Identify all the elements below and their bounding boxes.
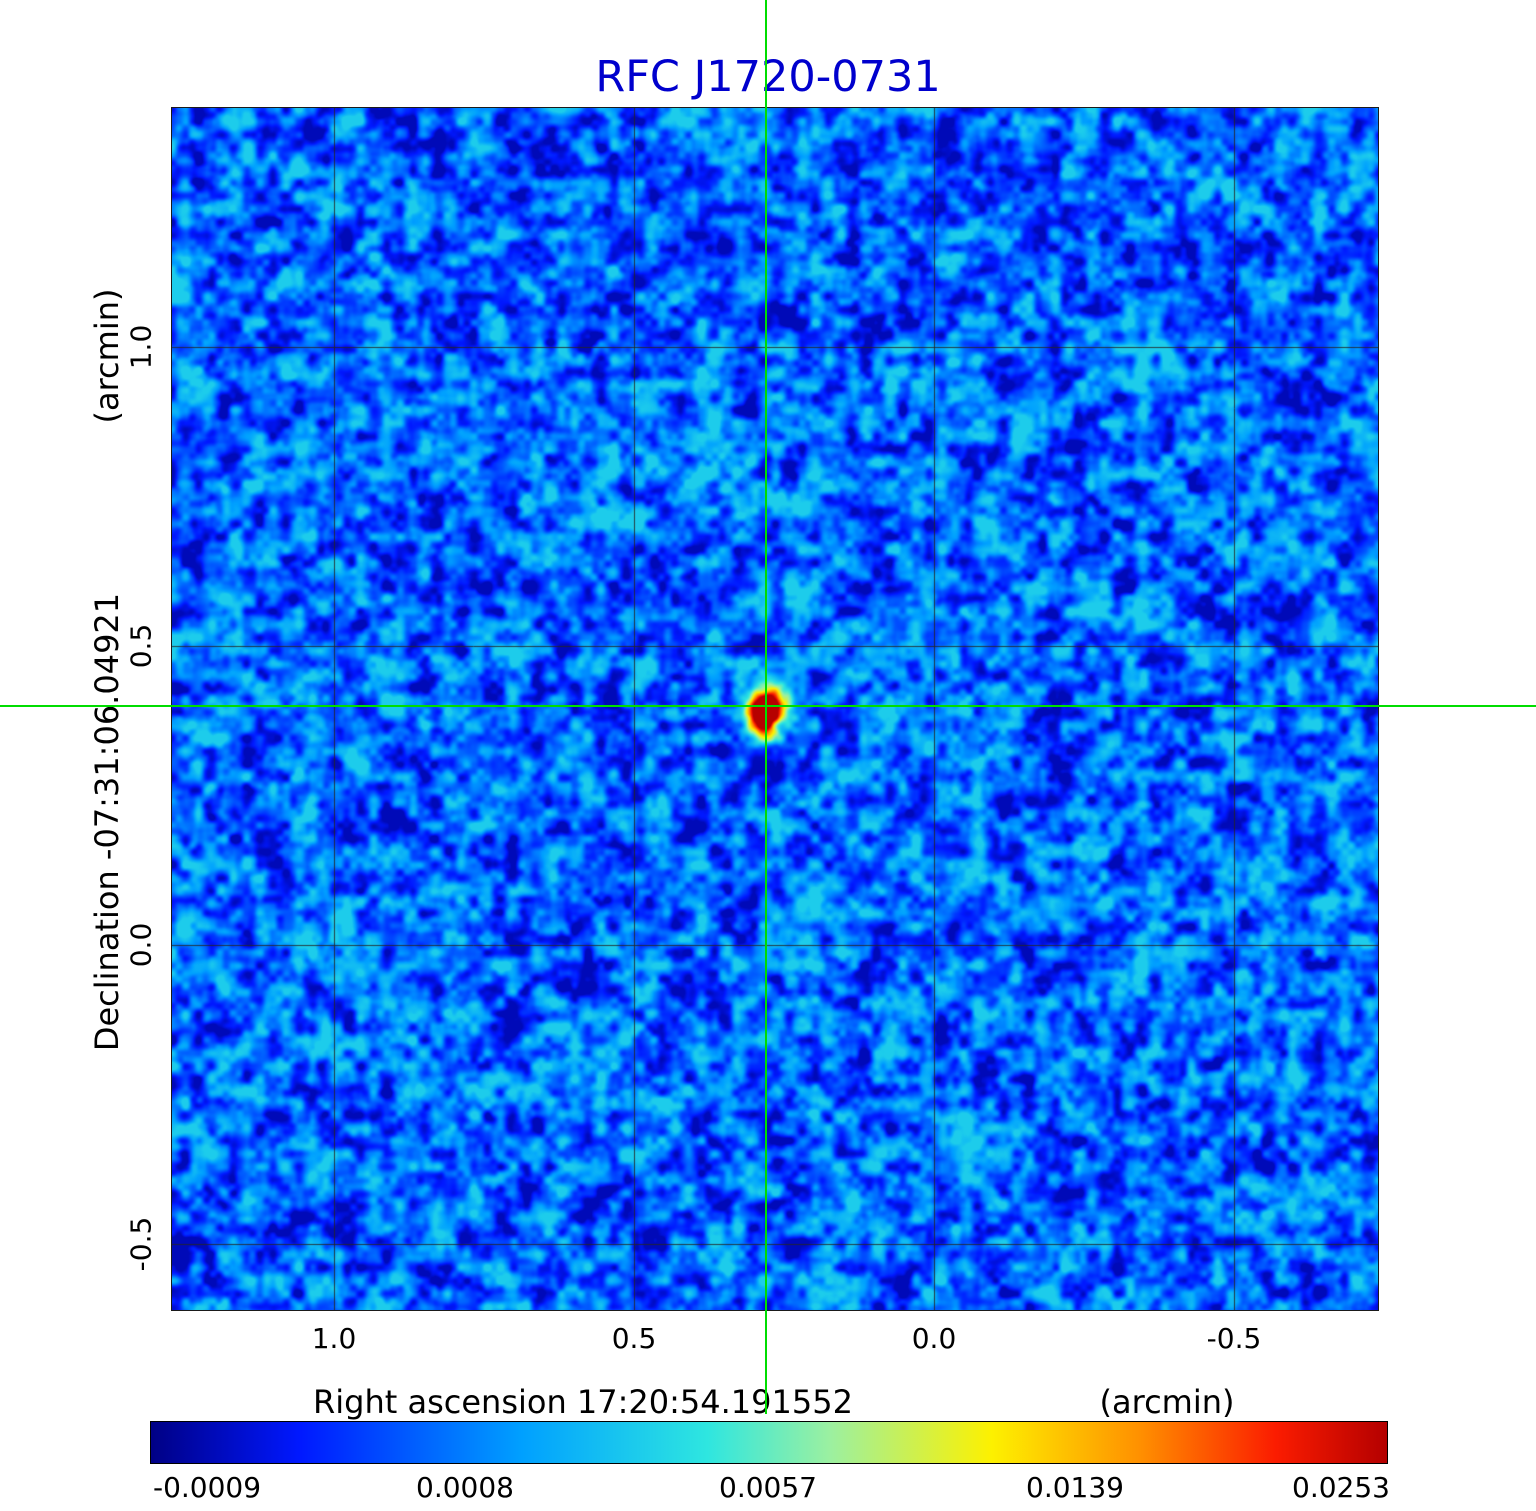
x-tick-label-1: 0.5 xyxy=(611,1322,657,1355)
radio-image-canvas xyxy=(171,107,1379,1311)
y-tick-label-0: 1.0 xyxy=(124,324,158,370)
x-axis-unit-label: (arcmin) xyxy=(1099,1383,1235,1421)
colorbar-tick-label-3: 0.0139 xyxy=(1026,1471,1124,1504)
y-tick-label-2: 0.0 xyxy=(124,922,158,968)
plot-title: RFC J1720-0731 xyxy=(595,52,941,102)
x-tick-label-2: 0.0 xyxy=(911,1322,957,1355)
colorbar-tick-label-1: 0.0008 xyxy=(416,1471,514,1504)
colorbar-tick-label-0: -0.0009 xyxy=(152,1471,262,1504)
x-tick-label-3: -0.5 xyxy=(1206,1322,1262,1355)
crosshair-vertical-line xyxy=(765,0,767,1414)
colorbar-tick-label-4: 0.0253 xyxy=(1292,1471,1390,1504)
x-axis-title: Right ascension 17:20:54.191552 xyxy=(313,1383,853,1421)
crosshair-horizontal-line xyxy=(0,705,1536,707)
x-tick-label-0: 1.0 xyxy=(311,1322,357,1355)
y-axis-title: Declination -07:31:06.04921 xyxy=(88,592,126,1052)
y-tick-label-3: -0.5 xyxy=(124,1216,158,1272)
y-tick-label-1: 0.5 xyxy=(124,623,158,669)
colorbar-gradient xyxy=(150,1421,1388,1464)
y-axis-unit-label: (arcmin) xyxy=(88,288,126,424)
colorbar-tick-label-2: 0.0057 xyxy=(719,1471,817,1504)
